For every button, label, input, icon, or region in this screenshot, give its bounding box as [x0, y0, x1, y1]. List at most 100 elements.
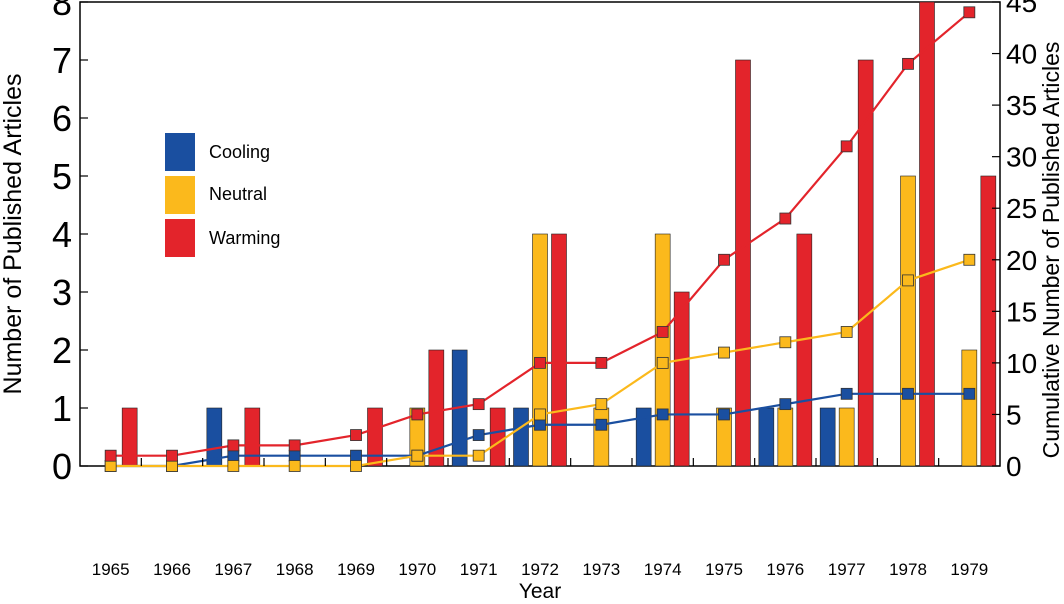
x-tick-label: 1970: [398, 560, 436, 579]
cumulative-point-warming-1969: [350, 429, 362, 441]
x-tick-label: 1972: [521, 560, 559, 579]
cumulative-point-warming-1978: [902, 57, 914, 70]
legend-swatch-warming: [165, 219, 195, 257]
x-tick-label: 1968: [276, 560, 314, 579]
bar-neutral-1976: [777, 407, 794, 467]
cumulative-point-warming-1975: [718, 253, 730, 266]
cumulative-point-neutral-1973: [595, 398, 608, 411]
cumulative-point-cooling-1977: [840, 387, 853, 400]
x-tick-label: 1977: [828, 560, 866, 579]
legend-swatch-cooling: [165, 133, 195, 171]
y-tick-label: 3: [52, 272, 72, 313]
bar-cooling-1977: [819, 407, 836, 467]
cumulative-point-cooling-1969: [350, 449, 362, 462]
bar-neutral-1975: [716, 407, 732, 467]
y2-tick-label: 45: [1006, 0, 1037, 18]
legend-label-warming: Warming: [209, 228, 280, 248]
legend: Cooling Neutral Warming: [165, 133, 280, 257]
bar-warming-1976: [796, 233, 813, 467]
y-tick-label: 2: [52, 330, 72, 371]
y-tick-label: 1: [52, 388, 72, 429]
bar-warming-1977: [857, 59, 874, 467]
bar-cooling-1974: [635, 407, 652, 467]
cumulative-point-cooling-1972: [534, 418, 546, 431]
bar-neutral-1977: [838, 407, 855, 467]
bar-neutral-1974: [654, 233, 671, 467]
x-axis: 1965 1966 1967 1968 1969 1970 1971 1972 1973 1974…: [92, 458, 988, 579]
y2-tick-label: 5: [1006, 399, 1022, 430]
cumulative-point-warming-1973: [595, 356, 608, 369]
legend-label-neutral: Neutral: [209, 184, 267, 204]
cumulative-point-cooling-1967: [227, 449, 240, 462]
right-axis: 0 5 10 15 20 25 30 35 40 45: [992, 0, 1037, 482]
x-tick-label: 1973: [582, 560, 620, 579]
bar-warming-1975: [735, 59, 751, 467]
cumulative-point-warming-1967: [227, 439, 240, 452]
bar-warming-1969: [367, 407, 383, 467]
x-tick-label: 1965: [92, 560, 130, 579]
x-tick-label: 1971: [460, 560, 498, 579]
y-tick-label: 7: [52, 40, 72, 81]
y-tick-label: 4: [52, 214, 72, 255]
y-tick-label: 8: [52, 0, 72, 23]
cumulative-point-warming-1979: [963, 6, 976, 19]
y2-tick-label: 35: [1006, 90, 1037, 121]
cumulative-point-warming-1971: [472, 398, 485, 411]
cumulative-point-neutral-1969: [350, 460, 362, 472]
x-tick-label: 1967: [214, 560, 252, 579]
cumulative-point-neutral-1965: [104, 460, 117, 472]
cumulative-point-neutral-1975: [718, 346, 730, 359]
cumulative-point-warming-1966: [166, 449, 178, 462]
cumulative-point-neutral-1974: [656, 356, 669, 369]
bar-warming-1970: [428, 349, 445, 467]
x-tick-label: 1978: [889, 560, 927, 579]
bar-warming-1967: [244, 407, 261, 467]
cumulative-point-warming-1972: [534, 356, 546, 369]
y-tick-label: 0: [52, 446, 72, 487]
x-axis-title: Year: [519, 580, 561, 603]
y2-tick-label: 0: [1006, 451, 1022, 482]
x-tick-label: 1979: [950, 560, 988, 579]
cumulative-point-neutral-1978: [902, 274, 914, 287]
left-axis: 0 1 2 3 4 5 6 7 8: [52, 0, 88, 487]
bar-warming-1971: [489, 407, 506, 467]
cumulative-point-neutral-1968: [288, 460, 301, 472]
y2-tick-label: 10: [1006, 348, 1037, 379]
bar-cooling-1972: [513, 407, 529, 467]
cumulative-point-neutral-1977: [840, 326, 853, 338]
bar-neutral-1979: [961, 349, 978, 467]
cumulative-point-warming-1976: [779, 212, 792, 225]
cumulative-point-warming-1977: [840, 140, 853, 153]
cumulative-point-neutral-1966: [166, 460, 178, 472]
cumulative-point-cooling-1975: [718, 408, 730, 421]
cumulative-point-cooling-1968: [288, 449, 301, 462]
y2-tick-label: 25: [1006, 193, 1037, 224]
cumulative-point-neutral-1972: [534, 408, 546, 421]
cumulative-point-neutral-1979: [963, 253, 976, 266]
x-tick-label: 1969: [337, 560, 375, 579]
y-axis-title: Number of Published Articles: [0, 74, 27, 395]
cumulative-point-neutral-1971: [472, 449, 485, 462]
x-tick-label: 1976: [766, 560, 804, 579]
cumulative-point-neutral-1970: [411, 449, 424, 462]
legend-swatch-neutral: [165, 176, 195, 214]
x-tick-label: 1966: [153, 560, 191, 579]
y2-tick-label: 20: [1006, 245, 1037, 276]
cumulative-point-cooling-1971: [472, 429, 485, 441]
cumulative-point-cooling-1973: [595, 418, 608, 431]
cumulative-point-cooling-1979: [963, 387, 976, 400]
cumulative-point-cooling-1976: [779, 398, 792, 411]
cumulative-point-warming-1968: [288, 439, 301, 452]
bar-warming-1965: [121, 407, 138, 467]
y2-tick-label: 15: [1006, 296, 1037, 327]
y2-axis-title: Cumulative Number of Published Articles: [1038, 42, 1064, 459]
bar-neutral-1972: [532, 233, 548, 467]
x-tick-label: 1974: [644, 560, 682, 579]
bar-warming-1979: [980, 175, 997, 467]
bar-neutral-1978: [900, 175, 916, 467]
y2-tick-label: 40: [1006, 39, 1037, 70]
y-tick-label: 6: [52, 98, 72, 139]
cumulative-point-neutral-1976: [779, 336, 792, 349]
markers-layer: [104, 6, 976, 472]
